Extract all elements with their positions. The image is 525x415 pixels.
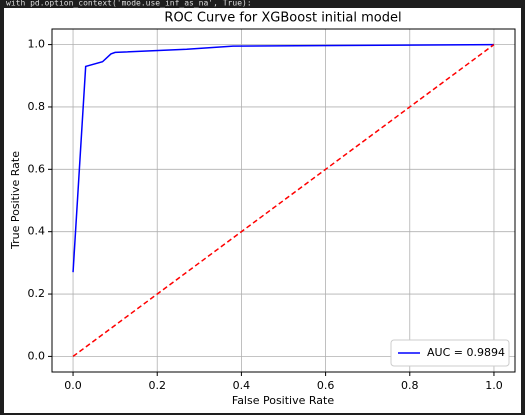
x-tick-label: 0.0 bbox=[64, 379, 82, 392]
x-tick-label: 0.2 bbox=[148, 379, 166, 392]
y-axis-label: True Positive Rate bbox=[9, 151, 22, 250]
x-tick-label: 0.8 bbox=[401, 379, 419, 392]
x-axis-label: False Positive Rate bbox=[232, 394, 334, 407]
x-tick-label: 1.0 bbox=[485, 379, 503, 392]
legend-box bbox=[390, 339, 510, 367]
code-line: with pd.option_context('mode.use_inf_as_… bbox=[6, 0, 252, 8]
axes-frame bbox=[51, 28, 516, 373]
y-tick-label: 0.0 bbox=[28, 349, 46, 362]
y-tick-label: 0.2 bbox=[28, 287, 46, 300]
y-tick-label: 0.4 bbox=[28, 225, 46, 238]
y-tick-label: 1.0 bbox=[28, 38, 46, 51]
series-line bbox=[72, 43, 494, 273]
x-tick-label: 0.6 bbox=[317, 379, 335, 392]
series-line bbox=[72, 43, 495, 358]
chart-title: ROC Curve for XGBoost initial model bbox=[164, 11, 401, 26]
legend-label: AUC = 0.9894 bbox=[427, 346, 505, 359]
x-tick-label: 0.4 bbox=[233, 379, 251, 392]
y-tick-label: 0.8 bbox=[28, 100, 46, 113]
y-tick-label: 0.6 bbox=[28, 162, 46, 175]
